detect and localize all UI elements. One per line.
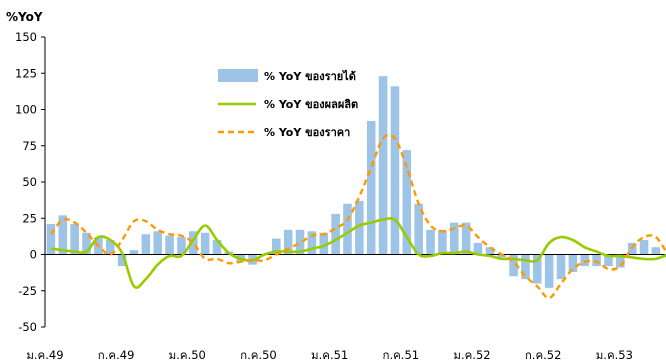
bar: [616, 254, 625, 268]
bar: [390, 86, 400, 255]
bar: [46, 224, 56, 255]
bar: [556, 254, 566, 280]
bar: [177, 237, 186, 255]
bar: [426, 229, 435, 255]
bar: [283, 229, 293, 255]
bar: [627, 242, 637, 255]
y-tick-label: 25: [22, 211, 37, 225]
bar: [307, 231, 317, 255]
bar: [639, 240, 649, 255]
bar: [212, 240, 222, 255]
price-line: [49, 133, 666, 300]
bar: [604, 254, 613, 267]
bar: [189, 231, 198, 255]
bar: [117, 254, 127, 267]
bar: [153, 231, 162, 255]
legend: % YoY ของรายได้ % YoY ของผลผลิต % YoY ของร…: [218, 69, 358, 139]
x-tick-label: ก.ค.51: [383, 348, 420, 362]
y-tick-label: 0: [30, 248, 37, 262]
x-tick-label: ม.ค.51: [311, 348, 348, 362]
bar: [438, 229, 447, 255]
bar: [319, 232, 329, 255]
x-tick-label: ม.ค.50: [169, 348, 206, 362]
bar: [343, 203, 352, 255]
x-tick-label: ม.ค.52: [453, 348, 490, 362]
y-tick-label: 50: [22, 175, 37, 189]
y-tick-label: 75: [22, 139, 37, 153]
y-tick-label: -50: [18, 320, 37, 334]
bar: [70, 224, 79, 255]
bar: [414, 203, 423, 255]
bar: [449, 222, 459, 255]
legend-label: % YoY ของผลผลิต: [264, 98, 358, 111]
bar: [485, 247, 495, 255]
legend-swatch-revenue: [218, 69, 258, 82]
x-tick-label: ก.ค.52: [525, 348, 562, 362]
bar: [509, 254, 518, 277]
bar: [58, 215, 68, 255]
bar: [129, 250, 139, 255]
axes-group: 150 125 100 75 50 25 0 -25 -50 ม.ค.49 ก.ค.49 ม.ค.50…: [15, 30, 666, 362]
bar: [331, 213, 340, 255]
y-axis-label: %YoY: [6, 10, 43, 24]
bar: [533, 254, 542, 284]
bar: [580, 254, 590, 267]
legend-label: % YoY ของราคา: [264, 126, 350, 139]
x-tick-label: ม.ค.49: [26, 348, 63, 362]
bar: [295, 229, 305, 255]
y-tick-label: 125: [15, 66, 37, 80]
bar: [544, 254, 554, 288]
x-tick-label: ม.ค.53: [596, 348, 633, 362]
bar: [473, 242, 483, 255]
bar: [461, 222, 471, 255]
legend-label: % YoY ของรายได้: [264, 69, 356, 83]
bar: [366, 121, 376, 255]
bar: [141, 234, 151, 255]
bar: [521, 254, 530, 280]
lines-group: [49, 133, 666, 300]
bar: [355, 200, 364, 255]
bar: [568, 254, 578, 272]
y-tick-label: -25: [18, 284, 37, 298]
y-tick-label: 150: [15, 30, 37, 44]
output-line: [50, 216, 666, 289]
bar: [402, 150, 412, 255]
bar: [651, 247, 661, 255]
bar: [378, 76, 388, 255]
bar: [82, 232, 91, 255]
x-tick-label: ก.ค.49: [98, 348, 135, 362]
bar: [272, 238, 281, 255]
bar: [592, 254, 601, 267]
bar: [497, 254, 506, 258]
y-tick-label: 100: [15, 103, 37, 117]
x-tick-label: ก.ค.50: [240, 348, 277, 362]
bar: [165, 235, 174, 255]
bar: [105, 240, 115, 255]
bar: [200, 232, 210, 255]
